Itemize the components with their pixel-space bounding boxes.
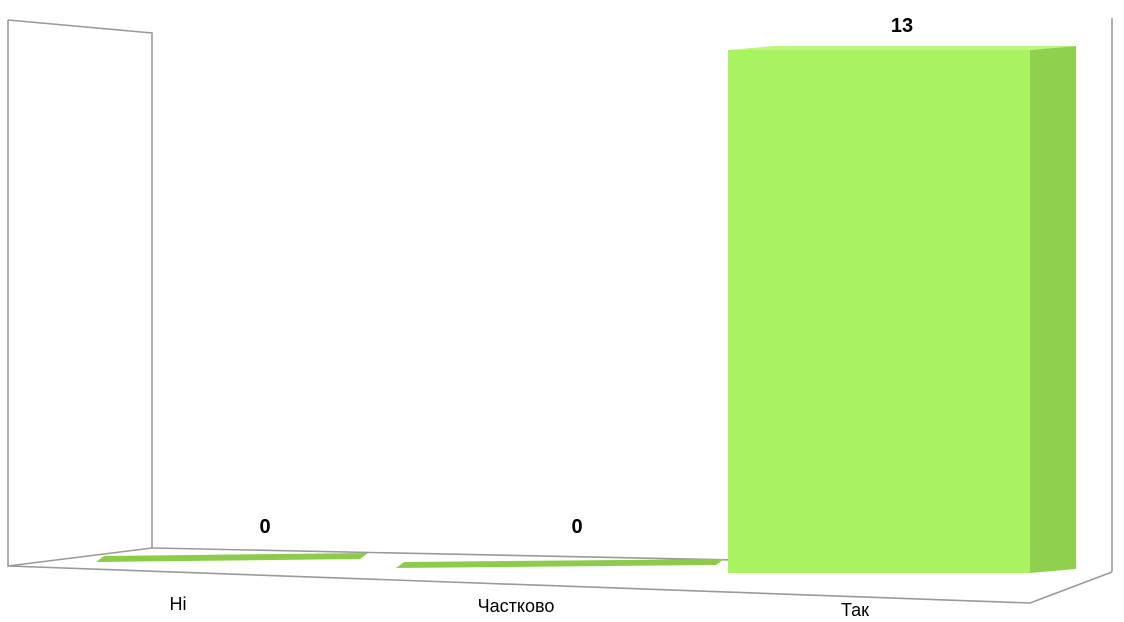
data-labels: 0 0 13 xyxy=(259,15,913,538)
category-label-ni: Ні xyxy=(170,594,187,614)
bars-layer xyxy=(96,46,1076,573)
data-label-tak: 13 xyxy=(891,15,913,37)
front-floor-edge xyxy=(7,565,1031,604)
category-label-chastkovo: Частково xyxy=(478,596,555,616)
data-label-ni: 0 xyxy=(259,516,270,538)
bar-ni xyxy=(96,553,368,562)
left-wall-bottom-edge xyxy=(7,20,153,567)
right-floor-edge xyxy=(1029,571,1113,604)
category-label-tak: Так xyxy=(841,600,869,620)
chart-walls xyxy=(7,18,1113,604)
bar-chastkovo xyxy=(396,559,724,568)
back-left-wall-edge xyxy=(7,19,153,548)
data-label-chastkovo: 0 xyxy=(571,516,582,538)
bar-tak-side xyxy=(1030,46,1076,573)
bar-tak-top xyxy=(728,46,1076,50)
category-axis-labels: Ні Частково Так xyxy=(170,594,870,620)
bar-tak xyxy=(728,50,1030,573)
